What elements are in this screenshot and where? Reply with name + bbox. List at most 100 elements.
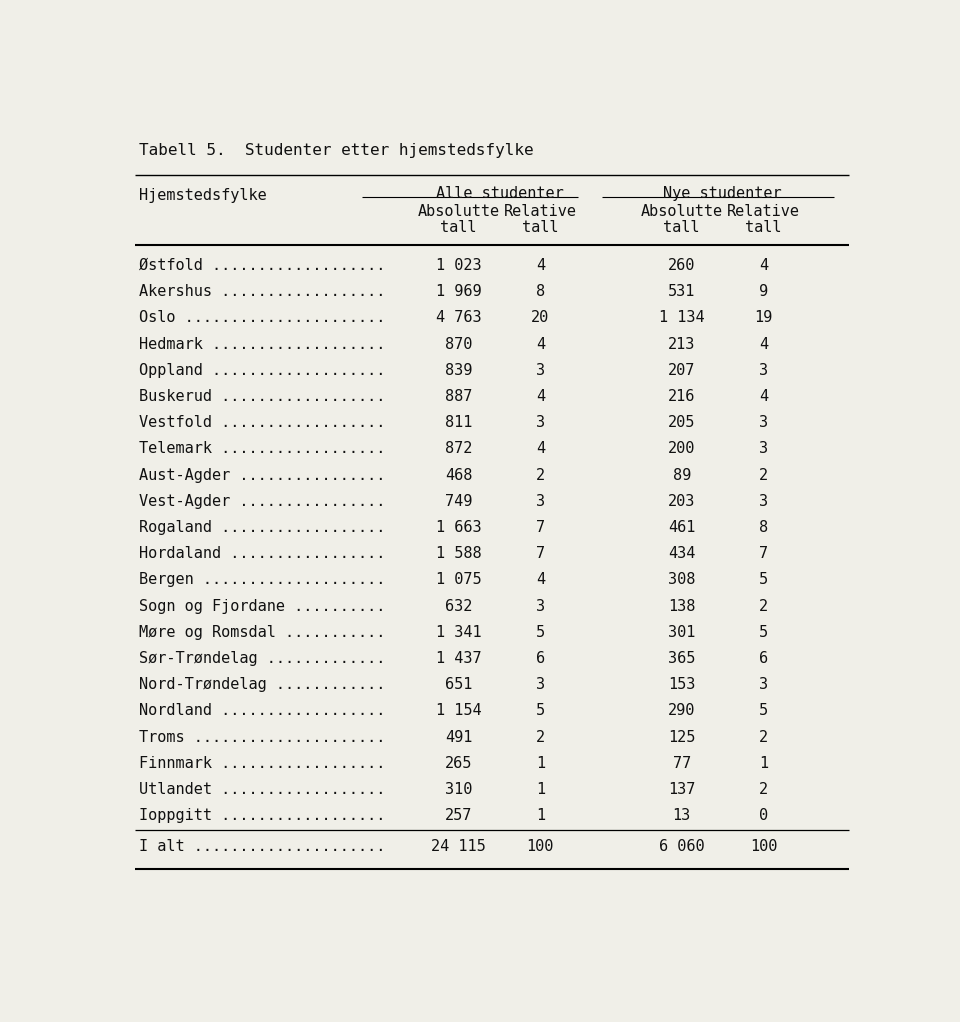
Text: 1: 1 bbox=[536, 808, 545, 824]
Text: 468: 468 bbox=[444, 468, 472, 482]
Text: 887: 887 bbox=[444, 389, 472, 404]
Text: Alle studenter: Alle studenter bbox=[436, 186, 564, 200]
Text: 1 134: 1 134 bbox=[659, 311, 705, 325]
Text: 290: 290 bbox=[668, 703, 695, 718]
Text: 5: 5 bbox=[536, 624, 545, 640]
Text: Nord-Trøndelag ............: Nord-Trøndelag ............ bbox=[138, 678, 385, 692]
Text: 13: 13 bbox=[673, 808, 691, 824]
Text: Møre og Romsdal ...........: Møre og Romsdal ........... bbox=[138, 624, 385, 640]
Text: 0: 0 bbox=[759, 808, 768, 824]
Text: 3: 3 bbox=[759, 415, 768, 430]
Text: Nye studenter: Nye studenter bbox=[663, 186, 782, 200]
Text: Buskerud ..................: Buskerud .................. bbox=[138, 389, 385, 404]
Text: 632: 632 bbox=[444, 599, 472, 613]
Text: 19: 19 bbox=[755, 311, 773, 325]
Text: 1: 1 bbox=[536, 756, 545, 771]
Text: Absolutte: Absolutte bbox=[640, 204, 723, 220]
Text: Bergen ....................: Bergen .................... bbox=[138, 572, 385, 588]
Text: tall: tall bbox=[745, 220, 781, 235]
Text: 301: 301 bbox=[668, 624, 695, 640]
Text: 100: 100 bbox=[527, 839, 554, 854]
Text: 213: 213 bbox=[668, 336, 695, 352]
Text: 200: 200 bbox=[668, 442, 695, 457]
Text: 1 154: 1 154 bbox=[436, 703, 481, 718]
Text: I alt .....................: I alt ..................... bbox=[138, 839, 385, 854]
Text: 207: 207 bbox=[668, 363, 695, 378]
Text: 1 341: 1 341 bbox=[436, 624, 481, 640]
Text: 8: 8 bbox=[759, 520, 768, 536]
Text: 1 437: 1 437 bbox=[436, 651, 481, 666]
Text: 5: 5 bbox=[759, 624, 768, 640]
Text: 3: 3 bbox=[536, 415, 545, 430]
Text: 153: 153 bbox=[668, 678, 695, 692]
Text: tall: tall bbox=[522, 220, 559, 235]
Text: Oslo ......................: Oslo ...................... bbox=[138, 311, 385, 325]
Text: Aust-Agder ................: Aust-Agder ................ bbox=[138, 468, 385, 482]
Text: Oppland ...................: Oppland ................... bbox=[138, 363, 385, 378]
Text: 1 588: 1 588 bbox=[436, 546, 481, 561]
Text: 3: 3 bbox=[759, 678, 768, 692]
Text: 7: 7 bbox=[759, 546, 768, 561]
Text: 4: 4 bbox=[536, 389, 545, 404]
Text: 310: 310 bbox=[444, 782, 472, 797]
Text: Hjemstedsfylke: Hjemstedsfylke bbox=[138, 188, 266, 203]
Text: 1 969: 1 969 bbox=[436, 284, 481, 299]
Text: 125: 125 bbox=[668, 730, 695, 745]
Text: 3: 3 bbox=[536, 678, 545, 692]
Text: Relative: Relative bbox=[727, 204, 800, 220]
Text: 5: 5 bbox=[536, 703, 545, 718]
Text: 100: 100 bbox=[750, 839, 778, 854]
Text: 5: 5 bbox=[759, 572, 768, 588]
Text: Østfold ...................: Østfold ................... bbox=[138, 258, 385, 273]
Text: 7: 7 bbox=[536, 546, 545, 561]
Text: 77: 77 bbox=[673, 756, 691, 771]
Text: 216: 216 bbox=[668, 389, 695, 404]
Text: 651: 651 bbox=[444, 678, 472, 692]
Text: 531: 531 bbox=[668, 284, 695, 299]
Text: Telemark ..................: Telemark .................. bbox=[138, 442, 385, 457]
Text: 4: 4 bbox=[759, 336, 768, 352]
Text: 3: 3 bbox=[536, 494, 545, 509]
Text: 20: 20 bbox=[531, 311, 549, 325]
Text: 6 060: 6 060 bbox=[659, 839, 705, 854]
Text: 3: 3 bbox=[536, 599, 545, 613]
Text: 203: 203 bbox=[668, 494, 695, 509]
Text: 2: 2 bbox=[759, 468, 768, 482]
Text: 4: 4 bbox=[759, 258, 768, 273]
Text: 4: 4 bbox=[536, 442, 545, 457]
Text: Utlandet ..................: Utlandet .................. bbox=[138, 782, 385, 797]
Text: 3: 3 bbox=[759, 494, 768, 509]
Text: Rogaland ..................: Rogaland .................. bbox=[138, 520, 385, 536]
Text: 89: 89 bbox=[673, 468, 691, 482]
Text: 839: 839 bbox=[444, 363, 472, 378]
Text: 1 663: 1 663 bbox=[436, 520, 481, 536]
Text: 3: 3 bbox=[759, 442, 768, 457]
Text: Tabell 5.  Studenter etter hjemstedsfylke: Tabell 5. Studenter etter hjemstedsfylke bbox=[138, 143, 533, 158]
Text: 138: 138 bbox=[668, 599, 695, 613]
Text: 4: 4 bbox=[536, 572, 545, 588]
Text: Ioppgitt ..................: Ioppgitt .................. bbox=[138, 808, 385, 824]
Text: 2: 2 bbox=[536, 730, 545, 745]
Text: 265: 265 bbox=[444, 756, 472, 771]
Text: Akershus ..................: Akershus .................. bbox=[138, 284, 385, 299]
Text: tall: tall bbox=[441, 220, 477, 235]
Text: 308: 308 bbox=[668, 572, 695, 588]
Text: 4 763: 4 763 bbox=[436, 311, 481, 325]
Text: 3: 3 bbox=[759, 363, 768, 378]
Text: tall: tall bbox=[663, 220, 700, 235]
Text: 2: 2 bbox=[759, 730, 768, 745]
Text: 811: 811 bbox=[444, 415, 472, 430]
Text: 461: 461 bbox=[668, 520, 695, 536]
Text: Hedmark ...................: Hedmark ................... bbox=[138, 336, 385, 352]
Text: 749: 749 bbox=[444, 494, 472, 509]
Text: 6: 6 bbox=[759, 651, 768, 666]
Text: 2: 2 bbox=[759, 782, 768, 797]
Text: 7: 7 bbox=[536, 520, 545, 536]
Text: 205: 205 bbox=[668, 415, 695, 430]
Text: 1 075: 1 075 bbox=[436, 572, 481, 588]
Text: Vest-Agder ................: Vest-Agder ................ bbox=[138, 494, 385, 509]
Text: 257: 257 bbox=[444, 808, 472, 824]
Text: 872: 872 bbox=[444, 442, 472, 457]
Text: 4: 4 bbox=[759, 389, 768, 404]
Text: 1: 1 bbox=[759, 756, 768, 771]
